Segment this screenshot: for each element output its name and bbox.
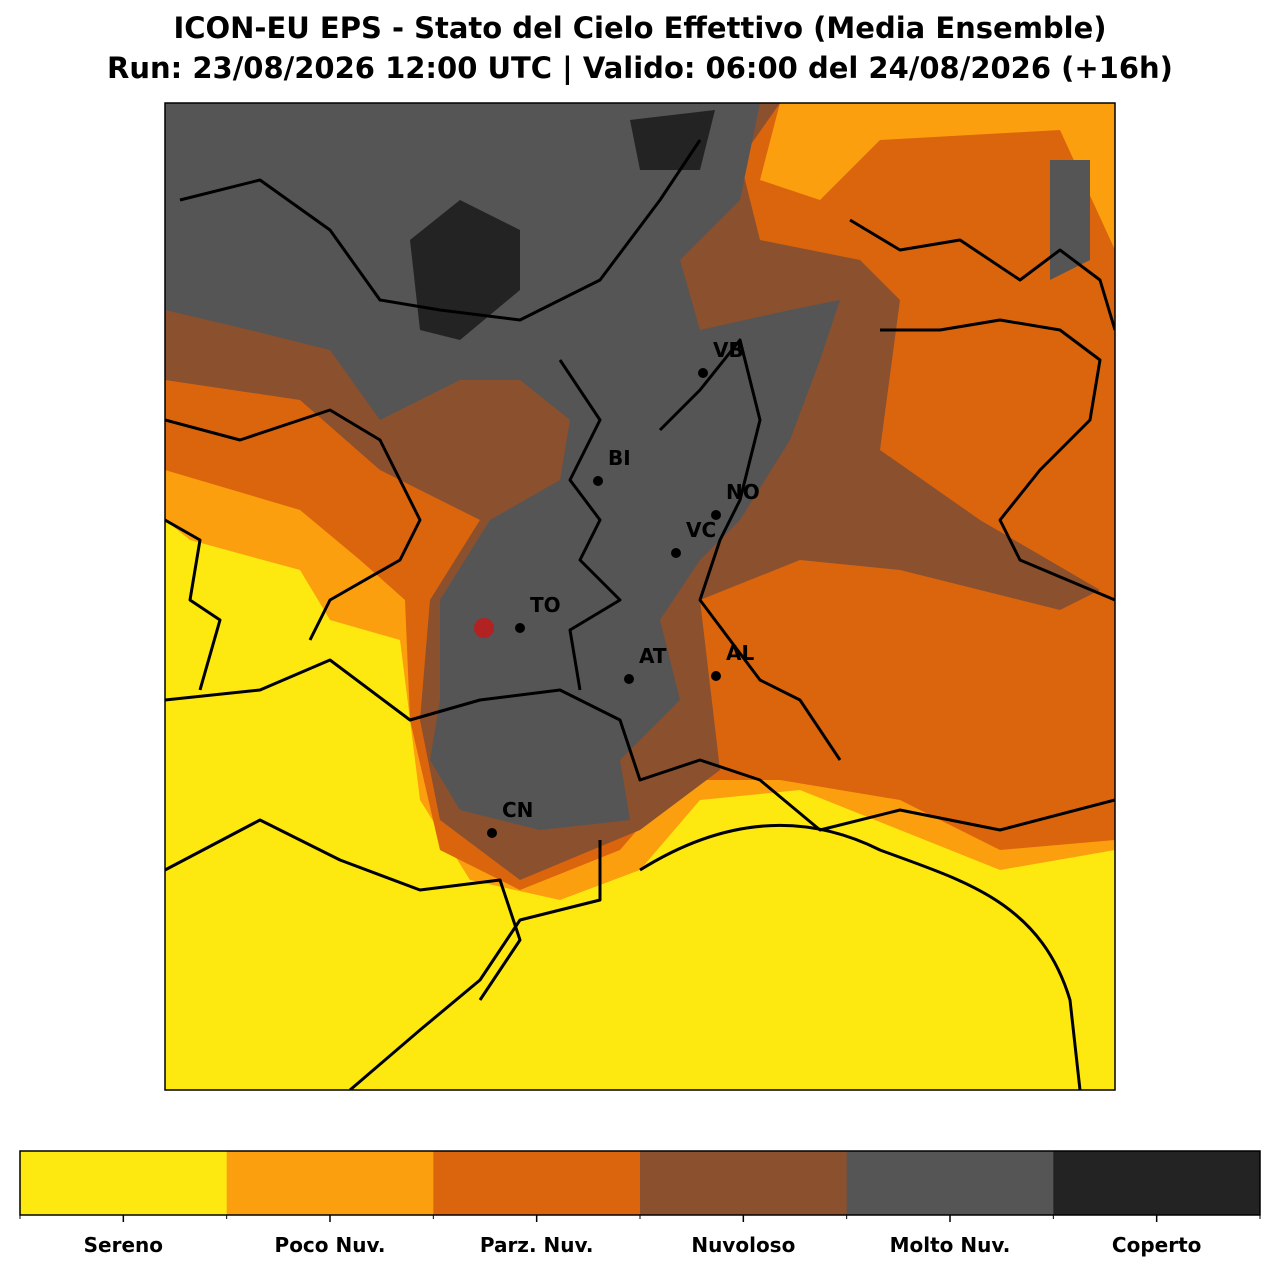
map-frame xyxy=(164,102,1116,1091)
border xyxy=(165,518,222,691)
legend-label: Coperto xyxy=(1112,1233,1201,1257)
border xyxy=(179,139,702,322)
colorbar-segment xyxy=(433,1151,641,1215)
border xyxy=(658,338,842,761)
city-dot xyxy=(711,671,721,681)
border xyxy=(165,818,522,1001)
city-label: TO xyxy=(530,593,561,617)
border xyxy=(849,218,1115,331)
colorbar-segment xyxy=(640,1151,848,1215)
border xyxy=(349,840,602,1090)
border xyxy=(880,318,1115,602)
level-area xyxy=(630,110,715,170)
city-dot xyxy=(711,510,721,520)
level-area xyxy=(410,200,520,340)
city-dot xyxy=(671,548,681,558)
border xyxy=(165,408,422,641)
city-label: CN xyxy=(502,798,533,822)
level-area xyxy=(1050,160,1090,280)
border xyxy=(165,658,1115,832)
map xyxy=(165,103,1115,1090)
colorbar-segment xyxy=(846,1151,1054,1215)
city-dot xyxy=(624,674,634,684)
border xyxy=(558,359,622,691)
colorbar-segment xyxy=(20,1151,228,1215)
marker xyxy=(474,618,494,638)
city-dot xyxy=(487,828,497,838)
colorbar: Sereno Poco Nuv. Parz. Nuv. Nuvoloso Molto N… xyxy=(19,1150,1261,1257)
subtitle: Run: 23/08/2026 12:00 UTC | Valido: 06:0… xyxy=(107,51,1173,85)
legend-label: Molto Nuv. xyxy=(890,1233,1011,1257)
city-label: VB xyxy=(713,338,744,362)
title: ICON-EU EPS - Stato del Cielo Effettivo … xyxy=(173,11,1106,45)
city-label: BI xyxy=(608,446,631,470)
cities: VB BI NO VC TO AT AL CN xyxy=(487,338,760,838)
colorbar-segment xyxy=(226,1151,434,1215)
legend-label: Sereno xyxy=(84,1233,163,1257)
city-label: VC xyxy=(686,518,716,542)
legend-label: Parz. Nuv. xyxy=(480,1233,594,1257)
legend-label: Poco Nuv. xyxy=(275,1233,386,1257)
level-area xyxy=(165,103,840,830)
border xyxy=(639,823,1082,1090)
city-label: NO xyxy=(726,480,760,504)
legend-label: Nuvoloso xyxy=(691,1233,795,1257)
city-dot xyxy=(515,623,525,633)
colorbar-frame xyxy=(19,1150,1261,1216)
colorbar-segment xyxy=(1053,1151,1261,1215)
city-dot xyxy=(593,476,603,486)
city-label: AT xyxy=(639,644,667,668)
city-label: AL xyxy=(726,641,754,665)
city-dot xyxy=(698,368,708,378)
